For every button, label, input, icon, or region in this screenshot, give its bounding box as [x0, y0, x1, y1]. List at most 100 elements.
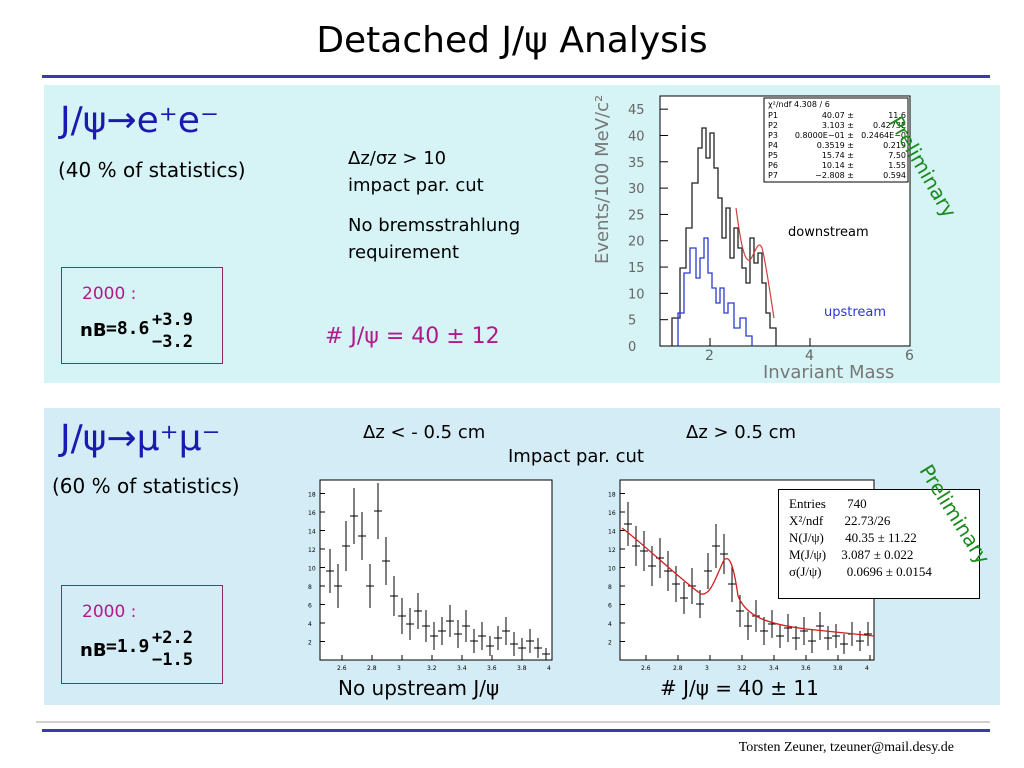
mumu-left-y-tick-label: 8 [308, 584, 312, 591]
ee-fit-error: 0.594 [883, 171, 906, 180]
stats-entries-label: Entries [789, 496, 826, 511]
ee-fit-param: P7 [768, 171, 778, 180]
mumu-right-y-tick-label: 10 [608, 566, 616, 573]
mumu-stat-fraction: (60 % of statistics) [52, 474, 240, 498]
stats-entries-value: 740 [847, 496, 867, 511]
mumu-right-y-tick-label: 14 [608, 529, 616, 536]
mumu-dz-left: Δz < - 0.5 cm [363, 422, 486, 443]
mumu-right-y-tick-label: 18 [608, 492, 616, 499]
mumu-left-x-tick-label: 3.6 [487, 665, 497, 672]
bottom-divider [42, 729, 990, 732]
ee-fit-value: 0.8000E−01 ± [795, 131, 854, 140]
mumu-right-x-tick-label: 3.4 [769, 665, 779, 672]
ee-y-tick-label: 20 [628, 235, 645, 250]
ee-fit-param: P6 [768, 161, 778, 170]
mumu-nb-plus: +2.2 [152, 628, 193, 648]
ee-x-label: Invariant Mass [763, 362, 894, 380]
mumu-right-x-tick-label: 3.6 [801, 665, 811, 672]
ee-x-tick-label: 6 [905, 348, 914, 364]
ee-mass-plot: 0 5 10 15 20 25 30 35 40 45 2 4 6 Events/100 MeV/c²… [592, 95, 914, 380]
bottom-divider-shadow [36, 721, 990, 723]
mumu-nb-minus: −1.5 [152, 650, 193, 670]
ee-label-upstream: upstream [824, 305, 886, 320]
mumu-dz-right: Δz > 0.5 cm [686, 422, 797, 443]
mumu-right-y-tick-label: 2 [608, 640, 612, 647]
ee-nb-plus: +3.9 [152, 310, 193, 330]
ee-y-tick-label: 45 [628, 103, 645, 118]
ee-fit-param: P3 [768, 131, 778, 140]
mumu-left-x-tick-label: 3.2 [427, 665, 437, 672]
ee-downstream-histogram [671, 127, 777, 346]
mumu-right-x-tick-label: 4 [865, 665, 869, 672]
stats-s-label: σ(J/ψ) [789, 564, 822, 579]
mumu-right-y-tick-label: 6 [608, 603, 612, 610]
ee-y-tick-label: 15 [628, 261, 645, 276]
mumu-nb-value: =1.9 [106, 636, 150, 657]
ee-y-tick-label: 0 [628, 340, 636, 355]
ee-upstream-histogram [677, 237, 753, 346]
mumu-left-y-tick-label: 16 [308, 510, 316, 517]
mumu-left-x-tick-label: 2.8 [367, 665, 377, 672]
ee-nb-year: 2000 : [82, 284, 137, 304]
mumu-left-x-tick-label: 3.4 [457, 665, 467, 672]
ee-fit-error: 0.2464E−0 [861, 131, 906, 140]
ee-x-ticks: 2 4 6 [705, 338, 914, 364]
ee-fit-box [763, 97, 909, 183]
stats-n-label: N(J/ψ) [789, 530, 824, 545]
stats-n-value: 40.35 ± 11.22 [845, 530, 917, 545]
mumu-right-x-tick-label: 3 [705, 665, 709, 672]
mumu-left-plot: 2 4 6 8 10 12 14 16 18 2.6 2.8 3 3.2 3.4 3.6 3.8 4 [308, 479, 553, 672]
ee-fit-curve [735, 207, 775, 319]
mumu-left-y-tick-label: 10 [308, 566, 316, 573]
ee-fit-error: 1.55 [888, 161, 906, 170]
mumu-left-y-tick-label: 6 [308, 603, 312, 610]
ee-fit-error: 7.50 [888, 151, 906, 160]
stats-m-label: M(J/ψ) [789, 547, 827, 562]
ee-fit-param: P4 [768, 141, 778, 150]
ee-fit-error: 11.6 [888, 111, 906, 120]
ee-fit-error: 0.4273E [873, 121, 906, 130]
mumu-left-y-tick-label: 4 [308, 621, 312, 628]
ee-label-downstream: downstream [788, 225, 869, 240]
mumu-right-caption: # J/ψ = 40 ± 11 [660, 676, 819, 700]
ee-y-tick-label: 30 [628, 182, 645, 197]
mumu-right-x-tick-label: 2.8 [673, 665, 683, 672]
mumu-right-y-tick-label: 4 [608, 621, 612, 628]
ee-cut-line1: Δz/σz > 10 [348, 148, 447, 169]
mumu-left-y-tick-label: 18 [308, 492, 316, 499]
top-divider [42, 75, 990, 78]
mumu-left-y-tick-label: 12 [308, 547, 316, 554]
ee-y-tick-label: 10 [628, 287, 645, 302]
mumu-left-x-tick-label: 3.8 [517, 665, 527, 672]
mumu-nb-year: 2000 : [82, 602, 137, 622]
mumu-right-y-ticks: 2 4 6 8 10 12 14 16 18 [608, 492, 625, 647]
mumu-left-x-tick-label: 2.6 [337, 665, 347, 672]
ee-nb-minus: −3.2 [152, 332, 193, 352]
mumu-right-y-tick-label: 16 [608, 510, 616, 517]
mumu-right-y-tick-label: 8 [608, 584, 612, 591]
ee-fit-value: 10.14 ± [822, 161, 854, 170]
mumu-left-y-ticks: 2 4 6 8 10 12 14 16 18 [308, 492, 325, 647]
ee-count: # J/ψ = 40 ± 12 [325, 324, 500, 349]
mumu-nb-label: nB [80, 640, 107, 661]
mumu-left-y-tick-label: 14 [308, 529, 316, 536]
mumu-left-caption: No upstream J/ψ [338, 676, 500, 700]
mumu-right-x-tick-label: 2.6 [641, 665, 651, 672]
ee-y-label: Events/100 MeV/c² [592, 95, 613, 264]
ee-fit-value: 15.74 ± [822, 151, 854, 160]
mumu-stats-box: Entries 740 X²/ndf 22.73/26 N(J/ψ) 40.35… [778, 489, 980, 599]
mumu-right-y-tick-label: 12 [608, 547, 616, 554]
mumu-heading: J/ψ→μ⁺μ⁻ [60, 418, 221, 459]
ee-y-tick-label: 25 [628, 208, 645, 223]
mumu-left-y-tick-label: 2 [308, 640, 312, 647]
ee-brems-line1: No bremsstrahlung [348, 215, 521, 236]
ee-x-tick-label: 4 [805, 348, 814, 364]
ee-nb-value: =8.6 [106, 318, 150, 339]
ee-fit-param: P5 [768, 151, 778, 160]
ee-cut-line2: impact par. cut [348, 175, 484, 196]
mumu-left-x-ticks: 2.6 2.8 3 3.2 3.4 3.6 3.8 4 [337, 655, 553, 672]
ee-y-tick-label: 40 [628, 129, 645, 144]
slide-title: Detached J/ψ Analysis [316, 20, 708, 61]
ee-fit-value: 0.3519 ± [817, 141, 854, 150]
mumu-left-x-tick-label: 3 [397, 665, 401, 672]
